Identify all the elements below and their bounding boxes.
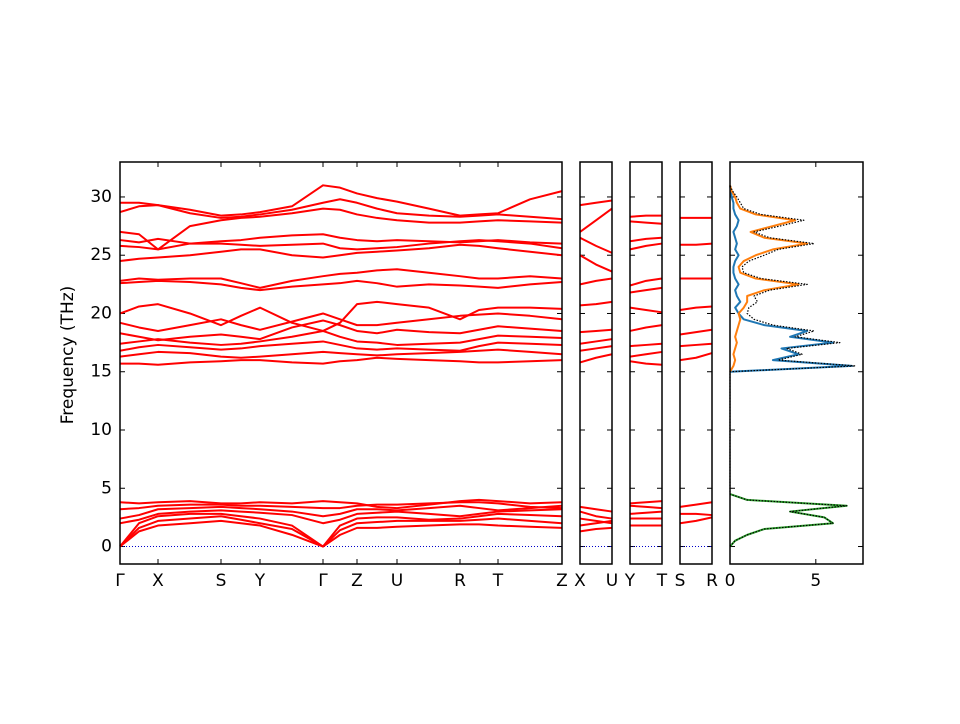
band [579,505,613,513]
band [629,242,663,251]
band [679,501,713,508]
x-tick-label: T [656,571,668,591]
y-tick-label: 0 [101,537,112,557]
band [629,350,663,358]
band [119,312,563,332]
band [119,519,563,548]
band [629,500,663,505]
band [579,353,613,364]
band [679,352,713,362]
band [119,508,563,525]
band [579,277,613,286]
band [579,510,613,520]
band [629,342,663,348]
band [579,345,613,352]
band [119,501,563,511]
band [579,199,613,207]
plot-frame [729,161,864,565]
x-tick-label: R [454,571,466,591]
band [629,360,663,366]
x-tick-label: X [574,571,586,591]
plot-frame [579,161,613,565]
band [679,342,713,348]
band [629,214,662,218]
y-axis-label: Frequency (THz) [58,286,78,425]
band [579,236,613,254]
y-tick-label: 10 [90,420,112,440]
band [579,207,613,233]
band [680,512,713,517]
band [119,300,563,332]
band [629,504,663,510]
x-tick-label: U [391,571,403,591]
plot-frame [629,161,663,565]
x-tick-label: Γ [115,571,125,591]
band [679,305,713,311]
band [629,236,663,243]
dos-line [729,185,809,373]
band [119,512,563,548]
band [119,348,563,359]
band [629,286,663,294]
x-tick-label: X [152,571,164,591]
x-tick-label: T [492,571,504,591]
x-tick-label: Γ [318,571,328,591]
band [119,243,563,263]
band [629,220,663,225]
band [579,517,613,525]
band [629,277,663,287]
x-tick-label: Y [624,571,636,591]
band [119,268,563,289]
band [679,516,713,525]
band [119,233,563,245]
band [120,184,563,217]
band [119,340,563,352]
y-tick-label: 25 [90,245,112,265]
x-tick-label: 0 [725,571,736,591]
band [629,510,663,515]
y-tick-label: 15 [90,362,112,382]
band [579,526,613,533]
band [119,279,563,292]
band [629,306,663,314]
x-tick-label: S [675,571,686,591]
y-tick-label: 5 [101,478,112,498]
band [579,328,613,334]
band [119,319,563,342]
x-tick-label: Z [556,571,568,591]
band [119,504,563,520]
dos-line [729,493,848,548]
band [679,328,713,336]
band [680,242,713,246]
band [119,498,563,510]
x-tick-label: 5 [810,571,821,591]
band [119,198,563,221]
band [579,300,613,307]
band [119,515,563,548]
y-tick-label: 20 [90,303,112,323]
x-tick-label: Z [351,571,363,591]
dos-line [729,185,856,547]
x-tick-label: R [706,571,718,591]
band [119,329,563,346]
dos-line [729,185,853,373]
x-tick-label: U [606,571,618,591]
band [579,338,613,345]
band [119,207,563,251]
x-tick-label: Y [254,571,266,591]
plot-frame [679,161,713,565]
plot-frame [119,161,563,565]
band [629,324,663,332]
band [579,254,613,273]
y-tick-label: 30 [90,187,112,207]
band [120,356,563,366]
x-tick-label: S [216,571,227,591]
